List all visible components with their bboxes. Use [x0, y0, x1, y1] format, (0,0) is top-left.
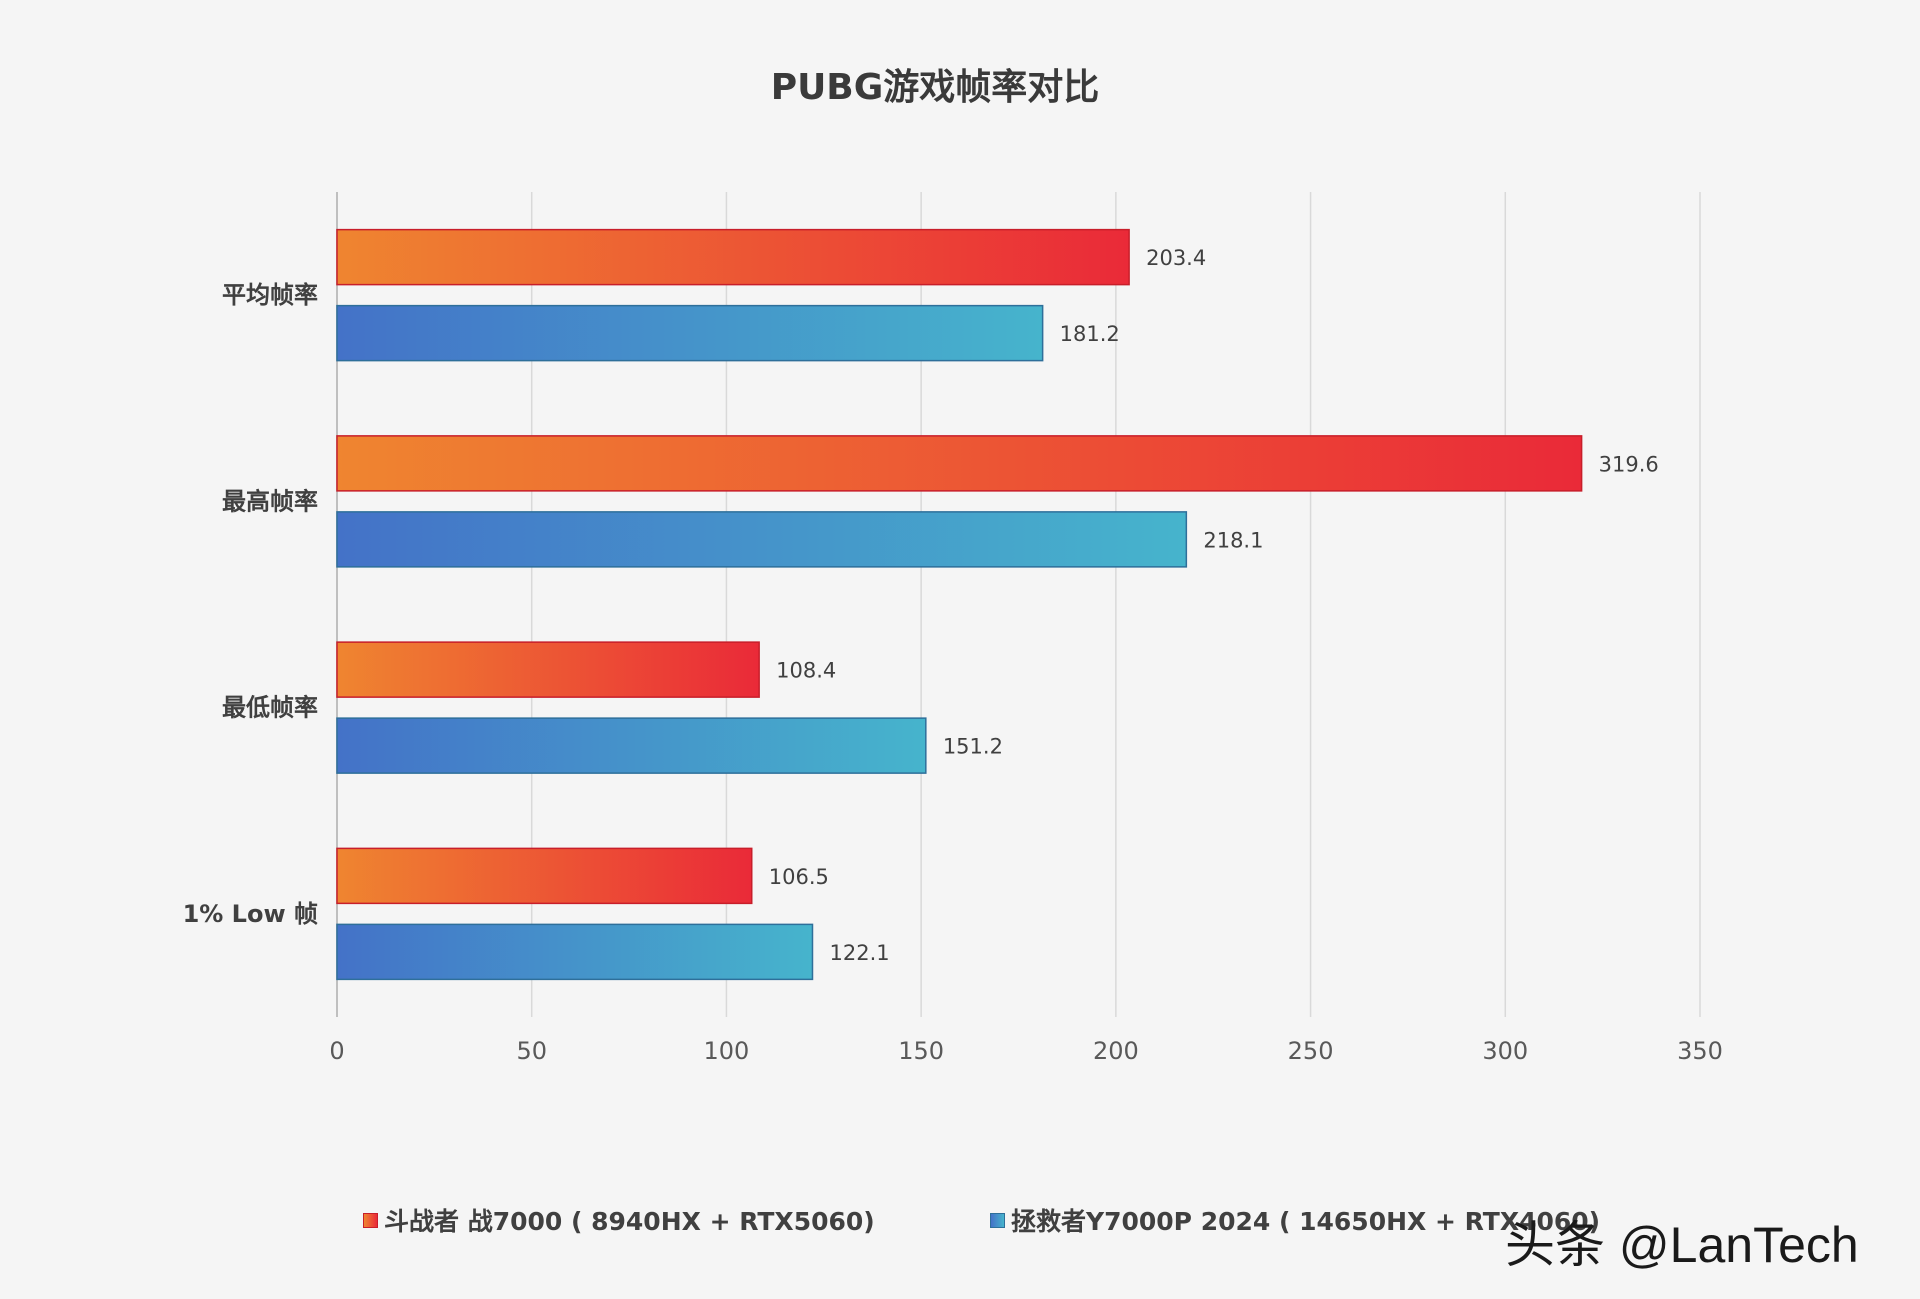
data-label: 108.4: [776, 659, 836, 683]
x-tick-label: 250: [1288, 1037, 1334, 1065]
legend-item: 拯救者Y7000P 2024 ( 14650HX + RTX4060): [990, 1202, 1600, 1238]
data-label: 203.4: [1146, 246, 1206, 270]
x-tick-label: 50: [516, 1037, 547, 1065]
x-tick-label: 0: [329, 1037, 344, 1065]
watermark: 头条 @LanTech: [1505, 1217, 1859, 1273]
x-tick-label: 200: [1093, 1037, 1139, 1065]
legend-label: 斗战者 战7000 ( 8940HX + RTX5060): [384, 1207, 875, 1236]
data-label: 218.1: [1203, 528, 1263, 552]
bar-series-2: [336, 717, 927, 774]
chart-title: PUBG游戏帧率对比: [770, 67, 1100, 108]
x-tick-label: 150: [898, 1037, 944, 1065]
bar-series-1: [336, 641, 760, 698]
bars: [336, 228, 1583, 981]
legend-item: 斗战者 战7000 ( 8940HX + RTX5060): [363, 1202, 875, 1238]
bar-series-1: [336, 228, 1130, 286]
x-tick-label: 300: [1482, 1037, 1528, 1065]
data-label: 319.6: [1599, 452, 1659, 476]
x-tick-label: 350: [1677, 1037, 1723, 1065]
labels: 0 50 100 150 200 250 300 350 平均帧率 203.4 181.2 最高帧率 3…: [183, 246, 1723, 1065]
category-label: 1% Low 帧: [183, 900, 318, 928]
legend-swatch: [363, 1212, 378, 1228]
x-tick-label: 100: [704, 1037, 750, 1065]
category-label: 最高帧率: [222, 487, 318, 515]
bar-series-1: [336, 435, 1583, 492]
bar-series-2: [336, 511, 1188, 568]
data-label: 122.1: [829, 941, 889, 965]
bar-series-2: [336, 923, 814, 981]
legend-swatch: [990, 1212, 1005, 1228]
category-label: 平均帧率: [222, 281, 318, 309]
data-label: 151.2: [943, 735, 1003, 759]
bar-series-2: [336, 304, 1044, 362]
data-label: 181.2: [1060, 322, 1120, 346]
data-label: 106.5: [769, 865, 829, 889]
category-label: 最低帧率: [222, 694, 318, 722]
legend-label: 拯救者Y7000P 2024 ( 14650HX + RTX4060): [1011, 1207, 1601, 1236]
bar-series-1: [336, 847, 753, 905]
legend: 斗战者 战7000 ( 8940HX + RTX5060) 拯救者Y7000P 2…: [0, 1202, 1920, 1242]
